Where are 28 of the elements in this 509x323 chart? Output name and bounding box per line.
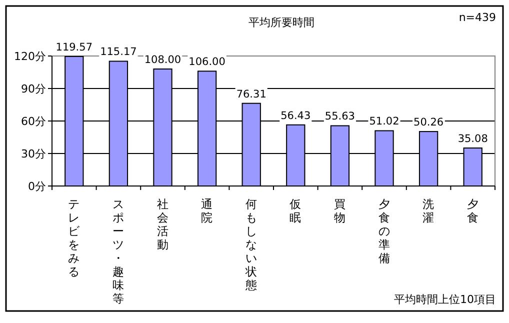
y-tick-label: 0分 (28, 180, 46, 193)
x-tick-label: スポーツ・趣味等 (112, 197, 124, 306)
data-label: 76.31 (236, 88, 266, 100)
data-label: 108.00 (144, 54, 182, 66)
x-tick-label: 夕食の準備 (378, 197, 390, 265)
y-tick-label: 120分 (14, 50, 46, 63)
data-label: 115.17 (100, 46, 137, 58)
y-tick-label: 90分 (21, 82, 46, 96)
x-tick-label: 洗濯 (422, 197, 435, 224)
data-label: 119.57 (56, 41, 93, 54)
x-tick-label: 社会活動 (156, 197, 169, 252)
data-label: 106.00 (188, 56, 226, 68)
x-tick-label: 買物 (334, 197, 346, 224)
x-tick-label: 通院 (201, 197, 214, 224)
x-tick-label: テレビをみる (68, 197, 82, 278)
data-label: 55.63 (324, 110, 355, 123)
x-tick-label: 夕食 (466, 197, 479, 224)
x-tick-label: 何もしない状態 (244, 197, 258, 292)
text: 平均時間上位10項目 (394, 293, 496, 306)
data-label: 56.43 (280, 110, 311, 122)
chart-title: 平均所要時間 (248, 16, 314, 29)
x-tick-label: 仮眠 (288, 197, 302, 224)
data-label: 50.26 (414, 116, 444, 129)
y-tick-label: 30分 (21, 148, 46, 160)
y-tick-label: 60分 (21, 115, 46, 128)
data-label: 35.08 (458, 132, 488, 145)
text: n=439 (458, 11, 496, 24)
data-label: 51.02 (369, 116, 400, 128)
